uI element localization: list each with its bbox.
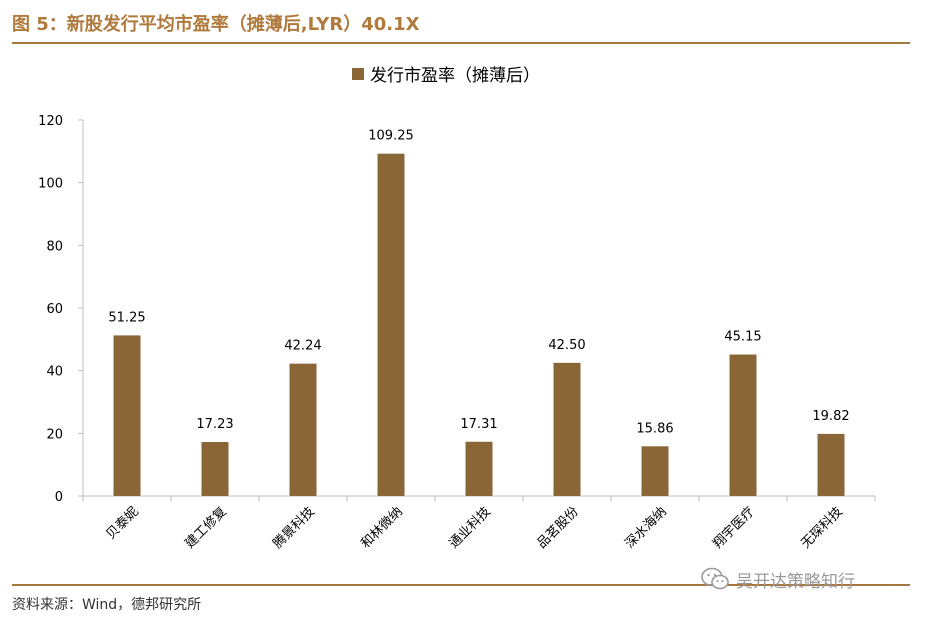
y-tick-label: 0	[55, 490, 63, 505]
x-axis	[82, 495, 876, 501]
data-label: 42.50	[548, 338, 585, 353]
y-tick-label: 60	[46, 302, 63, 317]
category-label: 腾景科技	[270, 504, 318, 552]
category-label: 建工修复	[182, 504, 229, 551]
source-note: 资料来源：Wind，德邦研究所	[12, 597, 202, 613]
legend-label: 发行市盈率（摊薄后）	[370, 66, 540, 86]
category-label: 贝泰妮	[104, 504, 142, 542]
bar	[553, 362, 581, 496]
figure-title: 图 5：新股发行平均市盈率（摊薄后,LYR）40.1X	[12, 14, 420, 35]
data-label: 51.25	[108, 310, 145, 325]
legend-swatch	[352, 68, 364, 80]
watermark: 吴开达策略知行	[700, 566, 855, 592]
y-tick-label: 20	[46, 427, 63, 442]
category-label: 翔宇医疗	[710, 504, 757, 551]
bars	[113, 153, 845, 496]
bar	[289, 363, 317, 496]
data-labels: 51.25 17.23 42.24 109.25 17.31 42.50 15.86 45.1…	[108, 129, 849, 437]
bar	[377, 153, 405, 496]
data-label: 109.25	[368, 129, 414, 144]
category-label: 通业科技	[446, 504, 493, 551]
wechat-icon	[701, 567, 729, 590]
data-label: 19.82	[812, 409, 849, 424]
data-label: 17.31	[460, 417, 497, 432]
top-divider	[12, 42, 910, 44]
bar	[641, 446, 669, 496]
category-label: 品茗股份	[534, 504, 581, 551]
y-tick-label: 120	[38, 114, 63, 129]
bar	[729, 354, 757, 496]
data-label: 45.15	[724, 330, 761, 345]
data-label: 15.86	[636, 421, 673, 436]
legend: 发行市盈率（摊薄后）	[352, 66, 540, 86]
category-labels: 贝泰妮 建工修复 腾景科技 和林微纳 通业科技 品茗股份 深水海纳 翔宇医疗 无琛科技	[104, 504, 846, 552]
bar	[201, 442, 229, 496]
category-label: 和林微纳	[358, 504, 405, 551]
category-label: 深水海纳	[622, 504, 669, 551]
y-axis: 0 20 40 60 80 100 120	[38, 114, 84, 505]
bar	[817, 433, 845, 496]
data-label: 17.23	[196, 417, 233, 432]
watermark-text: 吴开达策略知行	[736, 571, 855, 592]
y-tick-label: 100	[38, 177, 63, 192]
bar	[465, 441, 493, 496]
data-label: 42.24	[284, 339, 321, 354]
bottom-divider	[12, 584, 910, 586]
bar	[113, 335, 141, 496]
y-tick-label: 40	[46, 365, 63, 380]
y-tick-label: 80	[46, 239, 63, 254]
category-label: 无琛科技	[798, 504, 845, 551]
